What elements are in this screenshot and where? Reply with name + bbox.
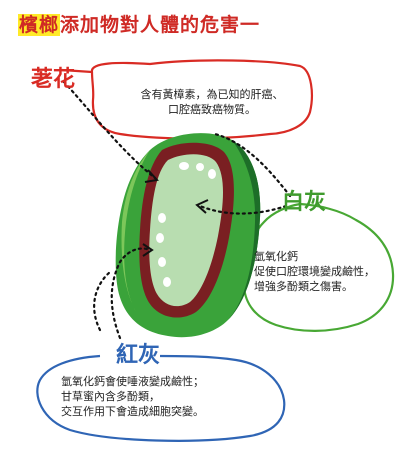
tooth	[208, 169, 216, 179]
arrow-line-white-2	[198, 204, 288, 215]
description-honghui: 氫氧化鈣會使唾液變成鹼性； 甘草蜜內含多酚類， 交互作用下會造成細胞突變。	[61, 374, 204, 419]
tooth	[158, 213, 166, 223]
mouth-inside	[149, 154, 223, 307]
description-line: 交互作用下會造成細胞突變。	[61, 405, 204, 418]
red-bubble-tail	[61, 68, 93, 74]
arrow-line-redash-2	[93, 270, 112, 332]
arrow-head-white	[195, 199, 209, 214]
title-text: 添加物對人體的危害一	[60, 14, 261, 36]
title-highlight: 檳榔	[18, 14, 61, 36]
arrow-head-red	[144, 169, 159, 183]
arrow-head-redash	[142, 243, 154, 257]
description-line: 口腔癌致癌物質。	[168, 103, 256, 116]
arrow-line-red	[62, 80, 157, 180]
label-honghui: 紅灰	[116, 343, 161, 368]
tooth	[196, 163, 204, 171]
tooth	[156, 233, 164, 243]
tooth	[163, 277, 171, 287]
description-line: 甘草蜜內含多酚類，	[61, 390, 160, 403]
mouth-shadow	[228, 140, 261, 320]
mouth-highlight	[121, 150, 150, 312]
arrow-line-white	[213, 132, 292, 198]
description-line: 含有黃樟素，為已知的肝癌、	[140, 88, 284, 101]
description-line: 增強多酚類之傷害。	[254, 280, 353, 293]
tooth	[158, 257, 166, 267]
tooth	[179, 162, 189, 170]
red-bubble-outline	[90, 59, 313, 140]
description-laohua: 含有黃樟素，為已知的肝癌、 口腔癌致癌物質。	[124, 87, 300, 117]
arrow-line-redash	[110, 247, 152, 340]
blue-bubble-outline	[36, 354, 286, 442]
description-baihui: 氫氧化鈣 促使口腔環境變成鹼性， 增強多酚類之傷害。	[254, 249, 375, 294]
description-line: 促使口腔環境變成鹼性，	[254, 265, 375, 278]
page-title: 檳榔添加物對人體的危害一	[18, 10, 260, 37]
description-line: 氫氧化鈣會使唾液變成鹼性；	[61, 375, 204, 388]
label-laohua: 荖花	[31, 67, 76, 92]
label-baihui: 白灰	[282, 190, 327, 215]
description-line: 氫氧化鈣	[254, 250, 298, 263]
